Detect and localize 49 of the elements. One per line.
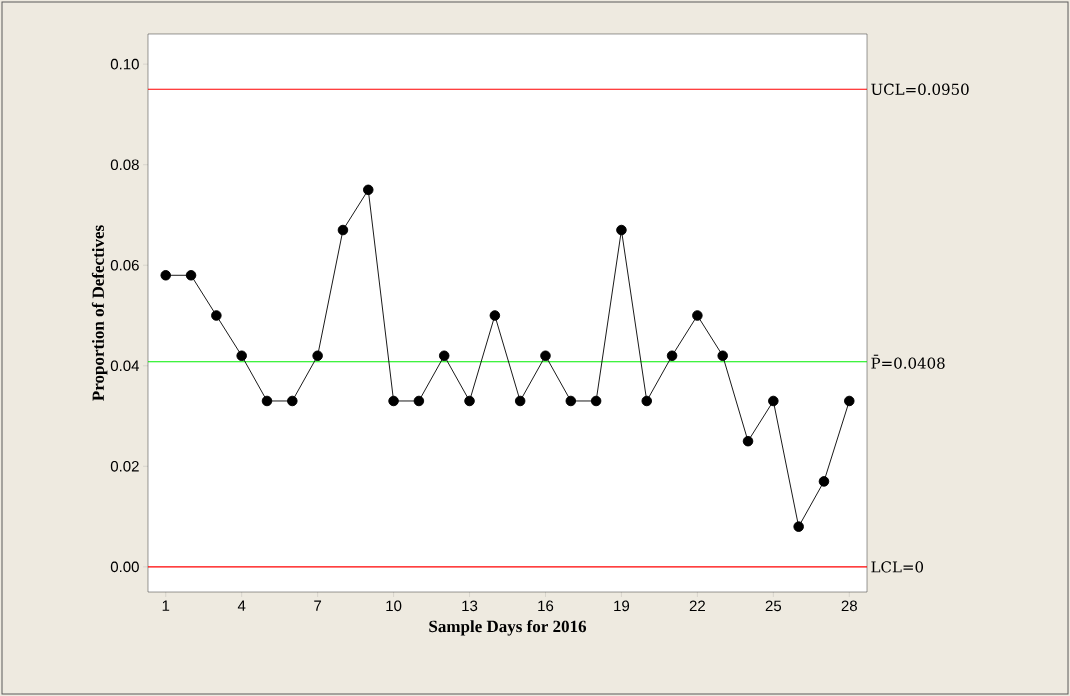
point [388, 395, 399, 407]
x-tick-label: 10 [386, 600, 402, 612]
point [742, 435, 754, 447]
y-axis-title: Proportion of Defectives [91, 225, 108, 401]
point [312, 350, 323, 361]
point [692, 310, 703, 321]
point [464, 395, 475, 407]
point [590, 395, 602, 407]
y-tick-label: 0.10 [110, 58, 139, 70]
y-tick-label: 0.04 [110, 360, 140, 372]
x-tick-label: 13 [462, 600, 478, 612]
point [818, 476, 830, 487]
point [438, 350, 450, 361]
x-axis-title: Sample Days for 2016 [429, 620, 587, 636]
point [287, 395, 298, 407]
x-tick-label: 19 [614, 600, 630, 612]
y-tick-label: 0.06 [110, 259, 139, 271]
point [413, 395, 425, 407]
x-tick-label: 25 [765, 600, 782, 612]
point [236, 350, 247, 361]
point [540, 350, 551, 361]
ref-line-label: P̄=0.0408 [871, 354, 945, 369]
y-tick-label: 0.02 [110, 461, 139, 472]
point [768, 395, 779, 407]
point [514, 395, 526, 407]
point [641, 395, 652, 407]
x-tick-label: 7 [314, 600, 322, 611]
point [565, 395, 577, 407]
x-tick-label: 22 [689, 600, 705, 612]
ref-line-label: LCL=0 [871, 561, 924, 573]
point [616, 224, 627, 236]
x-tick-label: 28 [841, 600, 857, 612]
x-tick-label: 1 [162, 600, 170, 611]
point [261, 395, 273, 407]
point [337, 224, 349, 236]
point [185, 270, 197, 281]
x-tick-label: 4 [237, 600, 246, 611]
point [489, 310, 501, 321]
point [844, 395, 855, 407]
x-tick-label: 16 [538, 600, 554, 612]
point [717, 350, 728, 361]
y-tick-label: 0.08 [110, 159, 139, 170]
point [363, 184, 374, 196]
point [793, 521, 804, 532]
ref-line-label: UCL=0.0950 [871, 83, 969, 95]
point [160, 270, 171, 281]
y-tick-label: 0.00 [110, 561, 139, 573]
point [666, 350, 678, 361]
point [211, 310, 222, 321]
